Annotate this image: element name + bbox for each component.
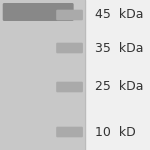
Bar bbox=[0, 0, 85, 150]
FancyBboxPatch shape bbox=[56, 43, 83, 53]
FancyBboxPatch shape bbox=[56, 82, 83, 92]
Text: 35  kDa: 35 kDa bbox=[95, 42, 144, 54]
FancyBboxPatch shape bbox=[56, 10, 83, 20]
Text: 45  kDa: 45 kDa bbox=[95, 9, 144, 21]
FancyBboxPatch shape bbox=[56, 127, 83, 137]
FancyBboxPatch shape bbox=[3, 3, 74, 21]
Text: 10  kD: 10 kD bbox=[95, 126, 136, 138]
Text: 25  kDa: 25 kDa bbox=[95, 81, 144, 93]
